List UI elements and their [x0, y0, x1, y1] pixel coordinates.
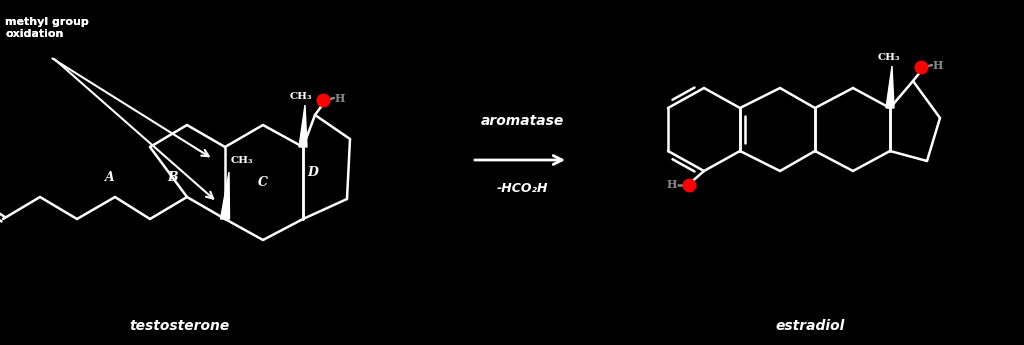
- Text: testosterone: testosterone: [130, 319, 230, 333]
- Text: A: A: [105, 170, 115, 184]
- Polygon shape: [299, 105, 307, 147]
- Text: D: D: [307, 166, 318, 178]
- Text: H: H: [933, 59, 943, 70]
- Text: methyl group
oxidation: methyl group oxidation: [5, 17, 89, 39]
- Text: -HCO₂H: -HCO₂H: [497, 182, 548, 195]
- Text: CH₃: CH₃: [290, 92, 312, 101]
- Text: aromatase: aromatase: [480, 114, 563, 128]
- Text: estradiol: estradiol: [775, 319, 845, 333]
- Text: H: H: [335, 92, 345, 104]
- Text: H: H: [667, 179, 677, 190]
- Text: C: C: [258, 176, 268, 188]
- Text: CH₃: CH₃: [878, 53, 900, 62]
- Polygon shape: [886, 66, 894, 108]
- Polygon shape: [220, 172, 229, 219]
- Text: methyl group
oxidation: methyl group oxidation: [5, 17, 89, 39]
- Text: B: B: [168, 170, 178, 184]
- Text: CH₃: CH₃: [231, 156, 254, 165]
